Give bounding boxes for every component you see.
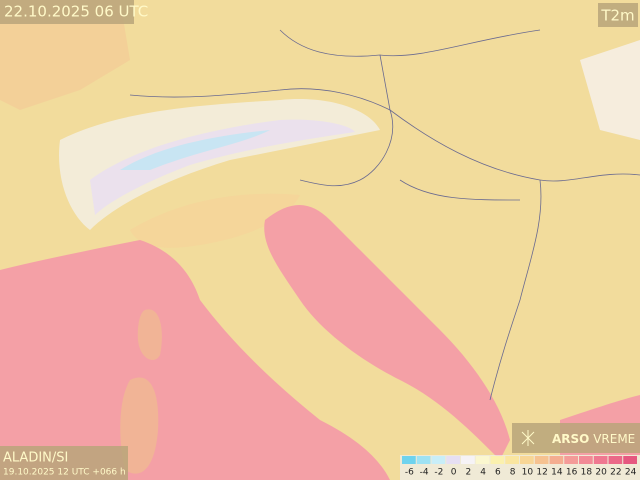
legend-label: 12: [536, 468, 547, 478]
valid-time: 22.10.2025 06 UTC: [4, 3, 148, 21]
lowland-warm: [0, 0, 130, 110]
legend: -6 -4 -2 0 2 4 6 8 10 12 14 16 18 20 22 24: [402, 456, 637, 478]
legend-label: 24: [625, 468, 637, 478]
model-box: [0, 446, 128, 480]
legend-label: 22: [610, 468, 621, 478]
field-name: T2m: [600, 7, 634, 25]
valid-time-box: [0, 0, 134, 24]
legend-label: -6: [405, 468, 414, 478]
sea-west: [0, 240, 390, 480]
model-name: ALADIN/SI: [3, 451, 68, 466]
sardinia: [120, 377, 159, 474]
legend-swatch: [475, 456, 490, 464]
legend-label: -2: [434, 468, 443, 478]
legend-label: -4: [420, 468, 429, 478]
legend-swatch: [520, 456, 534, 464]
po-valley: [130, 193, 300, 248]
legend-swatch: [402, 456, 416, 464]
legend-swatch: [505, 456, 519, 464]
legend-label: 20: [595, 468, 607, 478]
legend-label: 18: [581, 468, 593, 478]
legend-label: 4: [480, 468, 486, 478]
legend-swatch: [431, 456, 446, 464]
sea-adriatic: [264, 205, 510, 460]
brand-box: [512, 423, 640, 453]
run-info: 19.10.2025 12 UTC +066 h: [3, 468, 126, 478]
legend-label: 10: [522, 468, 534, 478]
brand-bold: ARSO: [552, 432, 589, 446]
brand-light: VREME: [593, 432, 635, 446]
field-box: [598, 3, 638, 27]
legend-swatch: [608, 456, 623, 464]
legend-swatch: [461, 456, 475, 464]
legend-swatch: [534, 456, 549, 464]
legend-label: 2: [466, 468, 472, 478]
legend-swatch: [593, 456, 608, 464]
brand-logo: [521, 430, 535, 446]
brand: ARSO VREME: [552, 432, 635, 446]
legend-label: 16: [566, 468, 578, 478]
legend-swatch: [416, 456, 431, 464]
legend-swatch: [446, 456, 460, 464]
legend-label: 6: [495, 468, 501, 478]
legend-label: 0: [451, 468, 457, 478]
legend-label: 14: [551, 468, 563, 478]
legend-swatch: [579, 456, 593, 464]
alps-peaks: [120, 130, 270, 170]
legend-swatch: [564, 456, 578, 464]
legend-swatch: [490, 456, 505, 464]
borders: [129, 29, 640, 401]
corsica: [137, 309, 162, 360]
cold-patch: [580, 40, 640, 140]
legend-label: 8: [510, 468, 516, 478]
legend-swatch: [623, 456, 637, 464]
legend-swatch: [549, 456, 564, 464]
